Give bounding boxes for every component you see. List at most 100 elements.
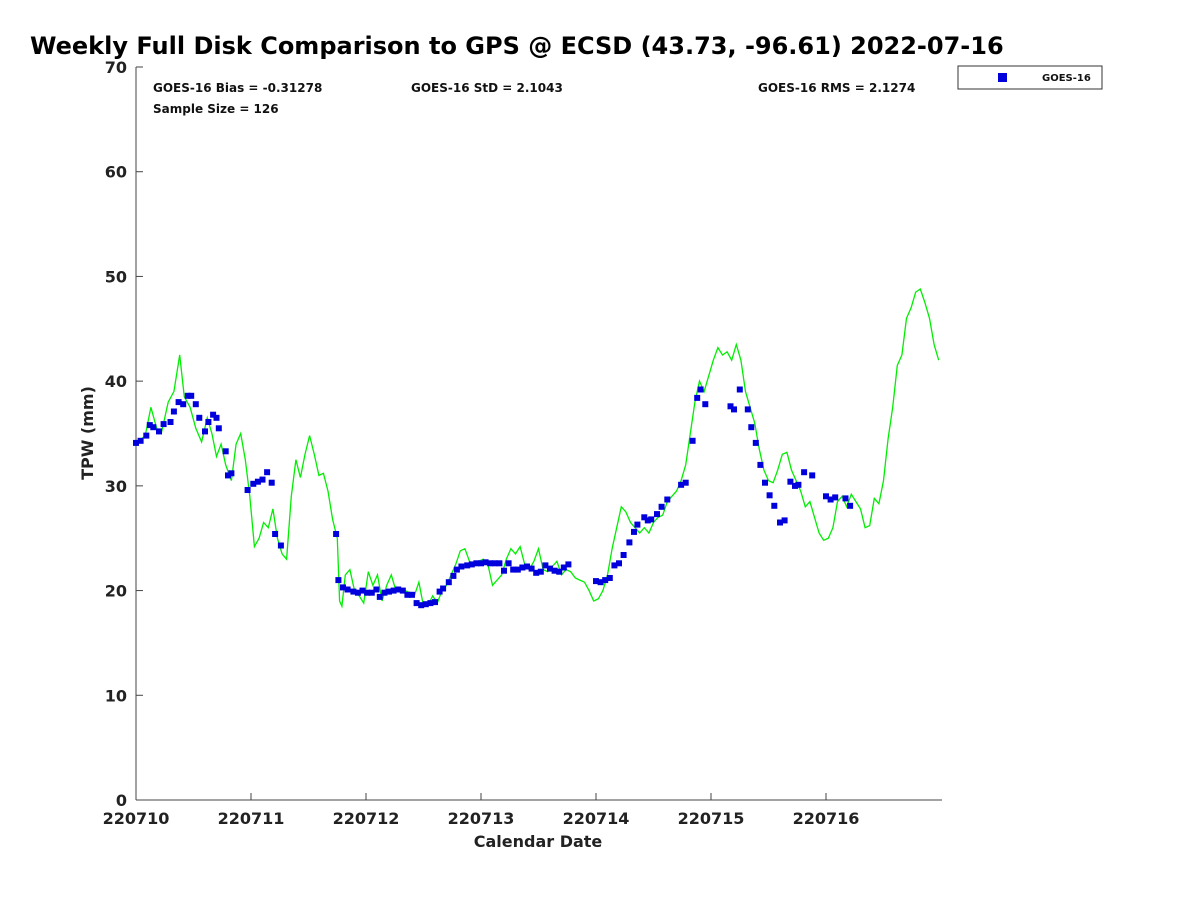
y-tick-label: 40: [105, 372, 127, 391]
goes16-point: [766, 492, 773, 499]
goes16-point: [777, 519, 783, 526]
goes16-point: [682, 479, 689, 486]
goes16-point: [215, 425, 222, 432]
goes16-point: [133, 439, 139, 446]
goes16-point: [678, 481, 685, 488]
goes16-point: [373, 586, 380, 593]
rms-annotation: GOES-16 RMS = 2.1274: [758, 81, 915, 95]
goes16-point: [823, 493, 829, 500]
goes16-point: [228, 470, 235, 477]
goes16-point: [458, 563, 465, 570]
goes16-point: [268, 479, 275, 486]
goes16-point: [150, 424, 157, 431]
goes16-point: [482, 559, 489, 566]
goes16-point: [757, 461, 764, 468]
goes16-point: [354, 589, 361, 596]
goes16-point: [593, 578, 599, 585]
goes16-point: [648, 516, 655, 523]
goes16-point: [689, 437, 696, 444]
goes16-point: [524, 563, 530, 570]
x-ticks: 220710 220711 220712 220713 220714 220715 2207…: [103, 793, 859, 828]
y-tick-label: 60: [105, 163, 127, 182]
goes16-series: [133, 386, 854, 609]
x-tick-label: 220715: [678, 809, 745, 828]
goes16-point: [160, 421, 167, 428]
y-axis-label: TPW (mm): [78, 386, 97, 480]
goes16-point: [264, 469, 271, 476]
goes16-point: [225, 472, 231, 479]
goes16-point: [404, 591, 411, 598]
goes16-point: [436, 588, 443, 595]
goes16-point: [167, 419, 174, 425]
goes16-point: [847, 502, 854, 509]
goes16-point: [792, 482, 798, 489]
goes16-point: [188, 392, 195, 399]
goes16-point: [654, 511, 660, 518]
goes16-point: [202, 428, 208, 435]
goes16-point: [350, 588, 357, 595]
goes16-point: [344, 586, 351, 593]
gps-series-line: [135, 287, 940, 609]
goes16-point: [333, 531, 340, 537]
goes16-point: [694, 394, 701, 401]
goes16-point: [453, 566, 460, 573]
goes16-point: [418, 602, 425, 609]
goes16-point: [510, 566, 517, 573]
goes16-point: [528, 565, 535, 572]
goes16-point: [560, 564, 567, 571]
x-tick-label: 220711: [218, 809, 285, 828]
goes16-point: [556, 568, 563, 575]
stats-annotations: GOES-16 Bias = -0.31278 GOES-16 StD = 2.…: [153, 81, 915, 116]
goes16-point: [781, 517, 788, 524]
goes16-point: [801, 469, 808, 476]
goes16-point: [664, 496, 671, 503]
goes16-point: [611, 562, 618, 569]
goes16-point: [616, 560, 622, 567]
bias-annotation: GOES-16 Bias = -0.31278: [153, 81, 322, 95]
goes16-point: [631, 528, 637, 535]
x-axis-label: Calendar Date: [474, 832, 603, 851]
goes16-point: [658, 503, 665, 510]
goes16-point: [827, 496, 834, 503]
y-tick-label: 20: [105, 582, 127, 601]
x-tick-label: 220710: [103, 809, 170, 828]
goes16-point: [450, 572, 457, 579]
goes16-point: [697, 386, 704, 393]
goes16-point: [748, 424, 755, 431]
goes16-point: [501, 567, 507, 574]
legend-marker-goes16: [998, 73, 1007, 82]
goes16-point: [487, 560, 494, 567]
goes16-point: [196, 414, 203, 421]
y-tick-label: 70: [105, 58, 127, 77]
goes16-point: [565, 561, 572, 568]
goes16-point: [156, 428, 162, 435]
goes16-point: [519, 564, 526, 571]
goes16-point: [731, 406, 737, 413]
x-tick-label: 220714: [563, 809, 630, 828]
goes16-point: [620, 552, 627, 558]
sample-size-annotation: Sample Size = 126: [153, 102, 279, 116]
goes16-point: [606, 575, 613, 581]
y-tick-label: 30: [105, 477, 127, 496]
y-ticks: 0 10 20 30 40 50 60 70: [105, 58, 143, 810]
goes16-point: [744, 406, 751, 413]
legend-label-goes16: GOES-16: [1042, 73, 1091, 84]
goes16-point: [244, 487, 251, 493]
gps-series: [135, 287, 940, 609]
goes16-point: [597, 579, 604, 586]
x-tick-label: 220713: [448, 809, 515, 828]
goes16-point: [702, 401, 709, 408]
y-tick-label: 50: [105, 267, 127, 286]
goes16-point: [254, 478, 261, 485]
goes16-point: [250, 480, 257, 487]
goes16-point: [170, 408, 177, 415]
goes16-point: [547, 565, 553, 572]
goes16-point: [634, 521, 641, 528]
goes16-point: [272, 531, 279, 537]
goes16-point: [180, 401, 187, 408]
goes16-point: [464, 562, 471, 569]
goes16-point: [537, 568, 544, 575]
goes16-point: [496, 560, 503, 567]
goes16-point: [551, 567, 558, 574]
